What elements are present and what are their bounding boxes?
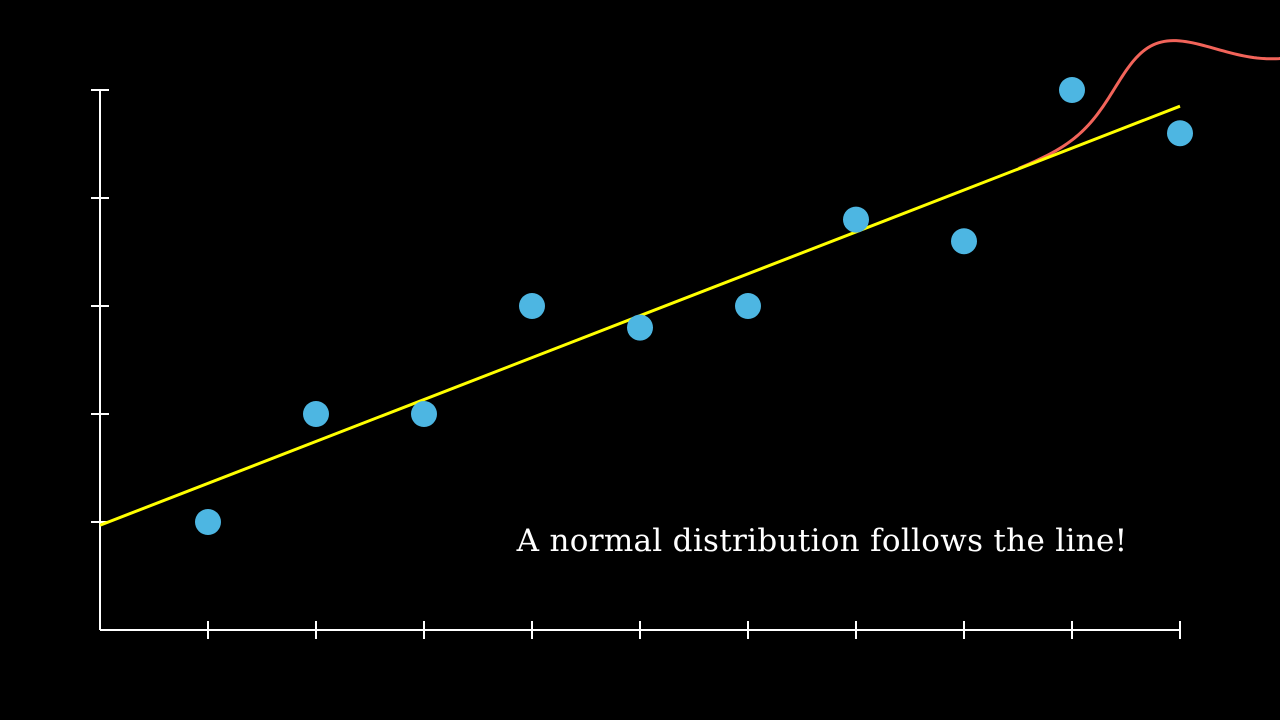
data-point [303,401,329,427]
annotation-caption: A normal distribution follows the line! [516,523,1128,559]
normal-distribution-curve [1018,39,1280,170]
data-point [1059,77,1085,103]
data-point [735,293,761,319]
normal-curve-layer [1018,39,1280,170]
axes [91,89,1181,639]
data-point [843,206,869,233]
data-points-layer [195,77,1193,535]
data-point [627,314,653,341]
data-point [1167,120,1193,147]
data-point [951,228,977,255]
data-point [411,401,437,427]
data-point [195,509,221,535]
data-point [519,293,545,319]
